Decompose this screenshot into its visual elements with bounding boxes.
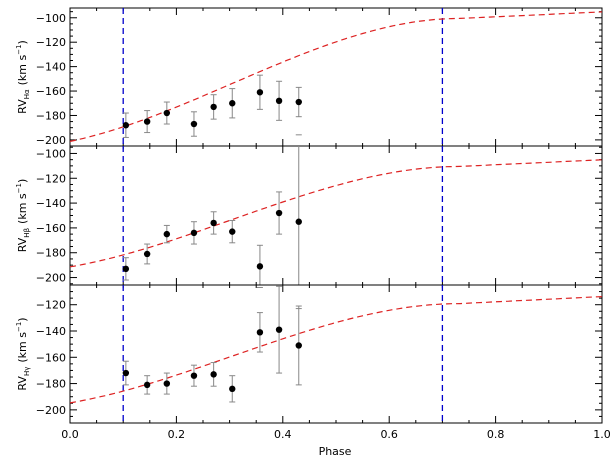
y-axis-title-main: RV [16,237,29,252]
y-tick-label-h-alpha: −180 [36,109,66,122]
data-point-h-gamma [163,380,171,387]
y-tick-label-h-gamma: −140 [36,325,66,338]
data-point-h-alpha [163,109,171,117]
y-axis-title-h-alpha: RVHα (km s−1) [15,40,31,114]
data-point-h-beta [210,219,217,227]
data-point-h-beta [163,230,171,238]
data-point-h-alpha [190,120,198,128]
y-tick-label-h-beta: −120 [36,172,66,185]
y-tick-label-h-gamma: −200 [36,404,66,417]
y-tick-label-h-alpha: −160 [36,85,66,98]
x-tick-label: 1.0 [593,428,611,441]
data-point-h-alpha [143,118,151,125]
y-tick-label-h-alpha: −200 [36,134,66,147]
data-point-h-beta [229,228,236,235]
panel-h-beta: −200 −180 −160 −140 −120 −100 RVHβ (km s−1) [15,134,603,310]
y-tick-label-h-beta: −160 [36,222,66,235]
y-axis-title-main: RV [16,99,29,114]
panel-h-alpha: −200 −180 −160 −140 −120 −100 RVHα (km s−1) [15,7,603,147]
y-axis-title-h-gamma: RVHγ (km s−1) [15,317,31,390]
y-axis-title-h-beta: RVHβ (km s−1) [15,179,31,253]
y-axis-title-close: ) [16,317,29,321]
model-curve-h-beta [69,159,603,268]
y-tick-label-h-gamma: −120 [36,299,66,312]
plot-frame-h-alpha [69,7,603,147]
y-axis-title-exponent: −1 [15,44,23,54]
y-tick-label-h-alpha: −120 [36,36,66,49]
model-curve-h-gamma [69,296,603,404]
x-tick-label: 0.6 [380,428,398,441]
y-axis-title-units: (km s [16,193,29,224]
data-point-h-gamma [143,381,151,389]
x-axis-title: Phase [319,445,352,458]
data-point-h-gamma [256,329,264,336]
data-point-h-beta [295,218,302,225]
y-tick-label-h-beta: −180 [36,247,66,260]
y-tick-label-h-beta: −140 [36,197,66,210]
data-point-h-beta [275,209,283,217]
panel-h-gamma: −200 −180 −160 −140 −120 0.0 0.2 0.4 0.6 0.8 1.0 RV… [15,284,611,441]
data-point-h-alpha [295,98,302,106]
y-axis-title-subscript: Hβ [23,228,31,238]
x-tick-label: 0.8 [487,428,505,441]
plot-frame-h-gamma [69,284,603,424]
data-point-h-gamma [210,371,217,378]
data-point-h-alpha [229,100,236,107]
data-point-h-gamma [122,369,130,377]
data-point-h-alpha [122,122,130,129]
x-tick-label: 0.2 [168,428,186,441]
y-axis-title-units: (km s [16,55,29,86]
y-tick-label-h-gamma: −180 [36,378,66,391]
y-axis-title-close: ) [16,40,29,44]
x-tick-label: 0.0 [61,428,79,441]
y-tick-label-h-beta: −100 [36,147,66,160]
y-axis-title-exponent: −1 [15,183,23,193]
y-tick-label-h-alpha: −100 [36,12,66,25]
y-tick-label-h-beta: −200 [36,272,66,285]
data-point-h-gamma [275,326,283,333]
y-axis-title-subscript: Hα [23,89,31,99]
x-tick-label: 0.4 [274,428,292,441]
data-point-h-beta [143,250,151,258]
data-point-h-alpha [210,103,217,111]
data-point-h-gamma [295,342,302,349]
y-tick-label-h-alpha: −140 [36,61,66,74]
data-point-h-gamma [190,372,198,379]
y-axis-title-subscript: Hγ [23,367,31,376]
y-axis-title-exponent: −1 [15,322,23,332]
model-curve-h-alpha [69,11,603,142]
data-point-h-beta [190,229,198,237]
data-point-h-alpha [275,97,283,105]
data-point-h-alpha [256,89,264,96]
y-axis-title-units: (km s [16,332,29,363]
data-point-h-beta [256,263,264,270]
y-axis-title-main: RV [16,376,29,391]
y-axis-title-close: ) [16,179,29,183]
y-tick-label-h-gamma: −160 [36,351,66,364]
data-point-h-beta [122,265,130,273]
data-point-h-gamma [229,385,236,393]
